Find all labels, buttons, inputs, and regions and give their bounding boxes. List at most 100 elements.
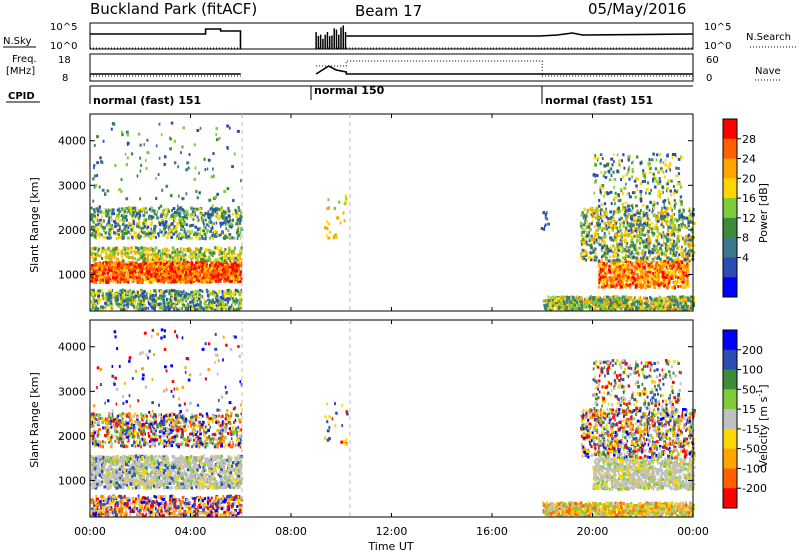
range-cell [195, 264, 198, 268]
range-cell [172, 263, 175, 267]
range-cell [228, 126, 231, 130]
range-cell [170, 305, 173, 309]
range-cell [655, 267, 658, 271]
range-cell [123, 252, 126, 256]
range-cell [217, 262, 220, 266]
freq-panel: Freq. [MHz] 18 8 60 0 Nave [6, 53, 781, 84]
range-cell [181, 145, 184, 149]
range-cell [156, 269, 160, 273]
range-cell [163, 305, 167, 309]
range-cell [179, 247, 182, 251]
range-cell [676, 304, 679, 308]
range-cell [177, 308, 180, 312]
range-cell [213, 174, 215, 178]
range-cell [617, 271, 621, 275]
range-cell [147, 297, 150, 301]
range-cell [151, 257, 155, 261]
range-cell [588, 296, 592, 300]
range-cell [678, 308, 681, 312]
range-cell [129, 232, 133, 236]
range-cell [220, 271, 224, 275]
range-cell [125, 197, 129, 201]
range-cell [135, 305, 138, 309]
range-cell [608, 264, 611, 268]
range-cell [669, 276, 673, 280]
range-cell [610, 306, 613, 310]
range-cell [107, 256, 111, 260]
range-cell [687, 306, 690, 310]
range-cell [157, 303, 161, 307]
range-cell [660, 264, 662, 268]
range-cell [170, 266, 174, 270]
range-cell [179, 261, 182, 265]
range-cell [202, 273, 205, 277]
range-cell [139, 156, 142, 160]
range-cell [171, 215, 175, 219]
range-cell [662, 308, 665, 312]
range-cell [196, 196, 199, 200]
range-cell [153, 228, 156, 232]
range-cell [114, 302, 118, 306]
range-cell [209, 301, 213, 305]
range-cell [115, 275, 118, 279]
range-cell [112, 248, 116, 252]
range-cell [692, 301, 696, 305]
nave-tick-bottom: 0 [706, 73, 712, 84]
range-cell [661, 262, 664, 266]
range-cell [114, 267, 118, 271]
range-cell [212, 231, 214, 235]
range-cell [173, 250, 177, 254]
range-cell [228, 294, 231, 298]
range-cell [207, 158, 211, 162]
range-cell [95, 292, 98, 296]
range-cell [204, 248, 208, 252]
range-cell [209, 305, 212, 309]
range-cell [648, 263, 651, 267]
range-cell [616, 267, 620, 271]
range-cell [173, 308, 175, 312]
range-cell [148, 232, 152, 236]
range-cell [198, 265, 201, 269]
range-cell [551, 301, 554, 305]
range-cell [130, 250, 133, 254]
range-cell [631, 273, 633, 277]
range-cell [596, 304, 600, 308]
range-cell [602, 272, 605, 276]
range-cell [213, 221, 215, 225]
range-cell [119, 273, 122, 277]
range-cell [118, 236, 120, 240]
range-cell [133, 260, 136, 264]
range-cell [214, 268, 218, 272]
range-cell [110, 296, 113, 300]
range-cell [214, 246, 217, 250]
range-cell [210, 273, 212, 277]
range-cell [212, 266, 215, 270]
range-cell [616, 260, 619, 264]
range-cell [621, 264, 625, 268]
range-cell [91, 225, 94, 229]
range-cell [219, 209, 223, 213]
range-cell [117, 233, 120, 237]
range-cell [134, 265, 137, 269]
range-cell [183, 230, 187, 234]
range-cell [91, 247, 94, 251]
range-cell [608, 276, 611, 280]
range-cell [118, 280, 121, 284]
range-cell [627, 260, 630, 264]
range-cell [180, 262, 183, 266]
range-cell [188, 224, 191, 228]
range-cell [207, 248, 210, 252]
range-cell [220, 251, 223, 255]
range-cell [240, 211, 242, 215]
range-cell [225, 296, 227, 300]
range-cell [174, 292, 178, 296]
range-cell [670, 298, 674, 302]
range-cell [90, 233, 93, 237]
range-cell [172, 255, 176, 259]
range-cell [569, 300, 573, 304]
range-cell [133, 305, 136, 309]
range-cell [97, 291, 100, 295]
range-cell [202, 215, 205, 219]
range-cell [163, 227, 166, 231]
range-cell [214, 279, 218, 283]
